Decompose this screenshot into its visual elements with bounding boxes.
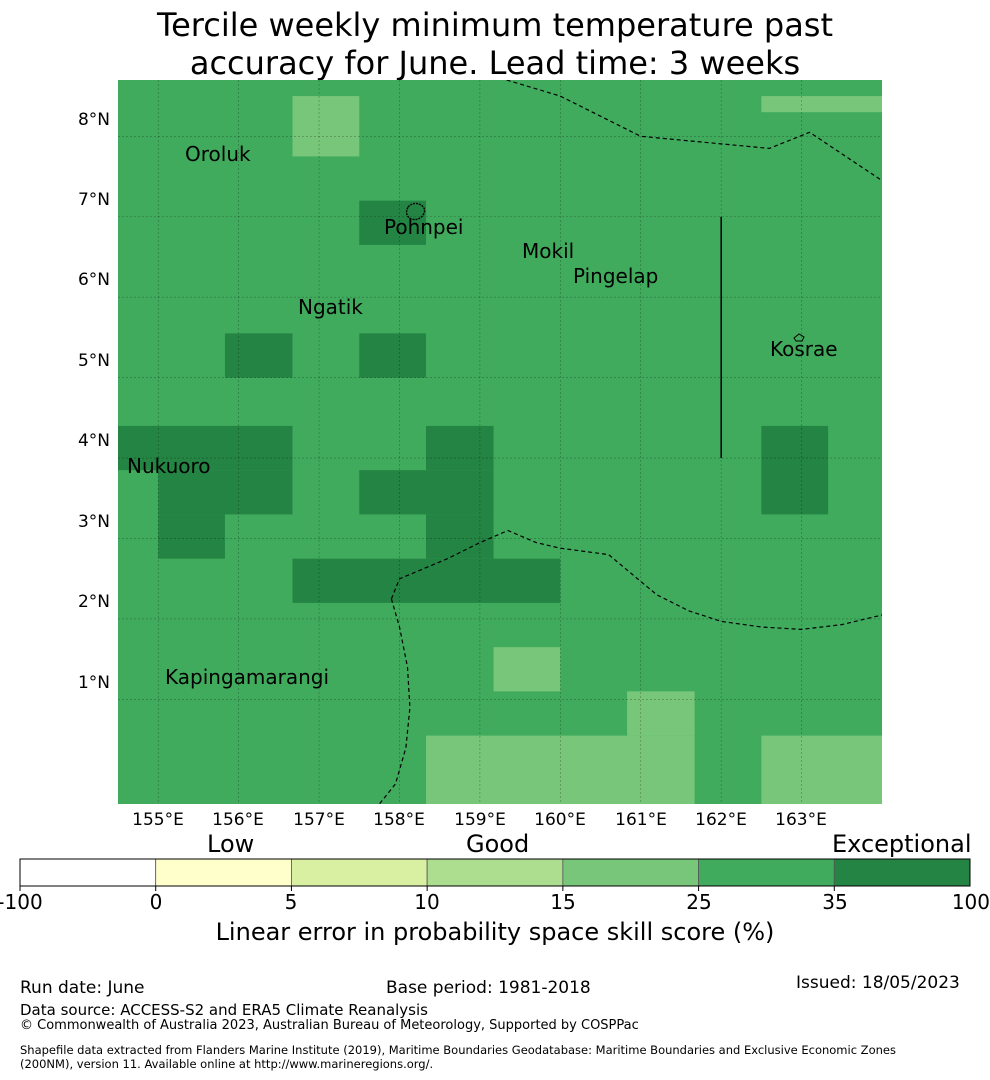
colorbar-tick-label: 0 (149, 890, 163, 914)
colorbar-swatch (426, 858, 564, 887)
lon-label-162e: 162°E (695, 810, 747, 830)
lat-label-1n: 1°N (77, 673, 110, 693)
colorbar-swatch (698, 858, 835, 887)
colorbar-tick-label: 100 (951, 890, 990, 914)
issued-date: Issued: 18/05/2023 (796, 973, 960, 993)
lat-label-4n: 4°N (77, 431, 110, 451)
lon-label-158e: 158°E (373, 810, 425, 830)
place-label-kapingamarangi: Kapingamarangi (165, 665, 330, 689)
colorbar-swatch (155, 858, 292, 887)
skill-grid-cell (292, 558, 561, 603)
skill-grid-cell (627, 691, 695, 736)
colorbar-swatch (19, 858, 157, 887)
run-date: Run date: June (20, 978, 145, 998)
skill-grid-cell (359, 333, 427, 378)
chart-title: Tercile weekly minimum temperature past … (0, 6, 990, 82)
colorbar-tick-label: 35 (822, 890, 848, 914)
lon-label-156e: 156°E (212, 810, 264, 830)
lat-label-3n: 3°N (77, 512, 110, 532)
skill-grid-cell (761, 735, 882, 804)
eez-boundary-south (390, 529, 882, 631)
skill-grid-cell (761, 96, 882, 113)
data-source: Data source: ACCESS-S2 and ERA5 Climate … (20, 1001, 428, 1019)
skill-grid-cell (426, 514, 494, 559)
skill-grid-cell (426, 735, 695, 804)
lat-label-6n: 6°N (77, 270, 110, 290)
lon-label-159e: 159°E (454, 810, 506, 830)
copyright: © Commonwealth of Australia 2023, Austra… (20, 1018, 639, 1033)
shapefile-credit-line-2: (200NM), version 11. Available online at… (20, 1057, 434, 1071)
title-line-2: accuracy for June. Lead time: 3 weeks (189, 44, 801, 82)
skill-grid-cell (224, 333, 293, 378)
map-panel (19, 80, 971, 891)
shapefile-credit-line-1: Shapefile data extracted from Flanders M… (20, 1043, 896, 1057)
skill-grid-cell (426, 425, 494, 471)
skill-grid-cell (493, 647, 561, 692)
lon-label-157e: 157°E (293, 810, 345, 830)
colorbar-swatch (291, 858, 428, 887)
eez-boundary-south-west (378, 598, 411, 804)
maritime-boundaries (378, 80, 882, 804)
lon-label-160e: 160°E (534, 810, 586, 830)
colorbar-title: Linear error in probability space skill … (215, 918, 775, 946)
place-label-oroluk: Oroluk (185, 142, 251, 166)
skill-grid-cell (359, 200, 427, 245)
lat-label-8n: 8°N (77, 110, 110, 130)
skill-grid-cell (158, 470, 293, 515)
skill-grid-cell (761, 425, 829, 515)
place-label-kosrae: Kosrae (770, 337, 838, 361)
lon-label-163e: 163°E (775, 810, 827, 830)
colorbar-tick-label: 10 (414, 890, 440, 914)
kosrae-island-outline (793, 333, 805, 342)
lon-label-161e: 161°E (615, 810, 667, 830)
place-label-ngatik: Ngatik (298, 295, 363, 319)
lat-label-7n: 7°N (77, 190, 110, 210)
skill-grid-cell (292, 96, 360, 157)
colorbar-tick-label: -100 (0, 890, 43, 914)
colorbar-swatch (833, 858, 971, 887)
title-line-1: Tercile weekly minimum temperature past (156, 6, 834, 44)
colorbar-outline (19, 858, 971, 887)
lat-label-2n: 2°N (77, 592, 110, 612)
skill-grid-cell (118, 425, 293, 471)
colorbar-category-exceptional: Exceptional (832, 830, 972, 858)
skill-grid-cell (359, 470, 494, 515)
place-label-pohnpei: Pohnpei (384, 215, 464, 239)
lon-label-155e: 155°E (132, 810, 184, 830)
colorbar-tick-label: 25 (686, 890, 712, 914)
place-label-mokil: Mokil (522, 239, 575, 263)
skill-grid-cell (158, 514, 225, 559)
colorbar-category-good: Good (466, 830, 530, 858)
colorbar-tick-label: 15 (550, 890, 576, 914)
pohnpei-island-outline (405, 202, 426, 221)
place-label-nukuoro: Nukuoro (127, 454, 211, 478)
lat-label-5n: 5°N (77, 351, 110, 371)
base-period: Base period: 1981-2018 (386, 978, 591, 998)
colorbar-swatch (562, 858, 699, 887)
colorbar-tick-label: 5 (284, 890, 298, 914)
colorbar-category-low: Low (207, 830, 255, 858)
place-label-pingelap: Pingelap (573, 264, 659, 288)
eez-boundary-north (504, 80, 882, 182)
